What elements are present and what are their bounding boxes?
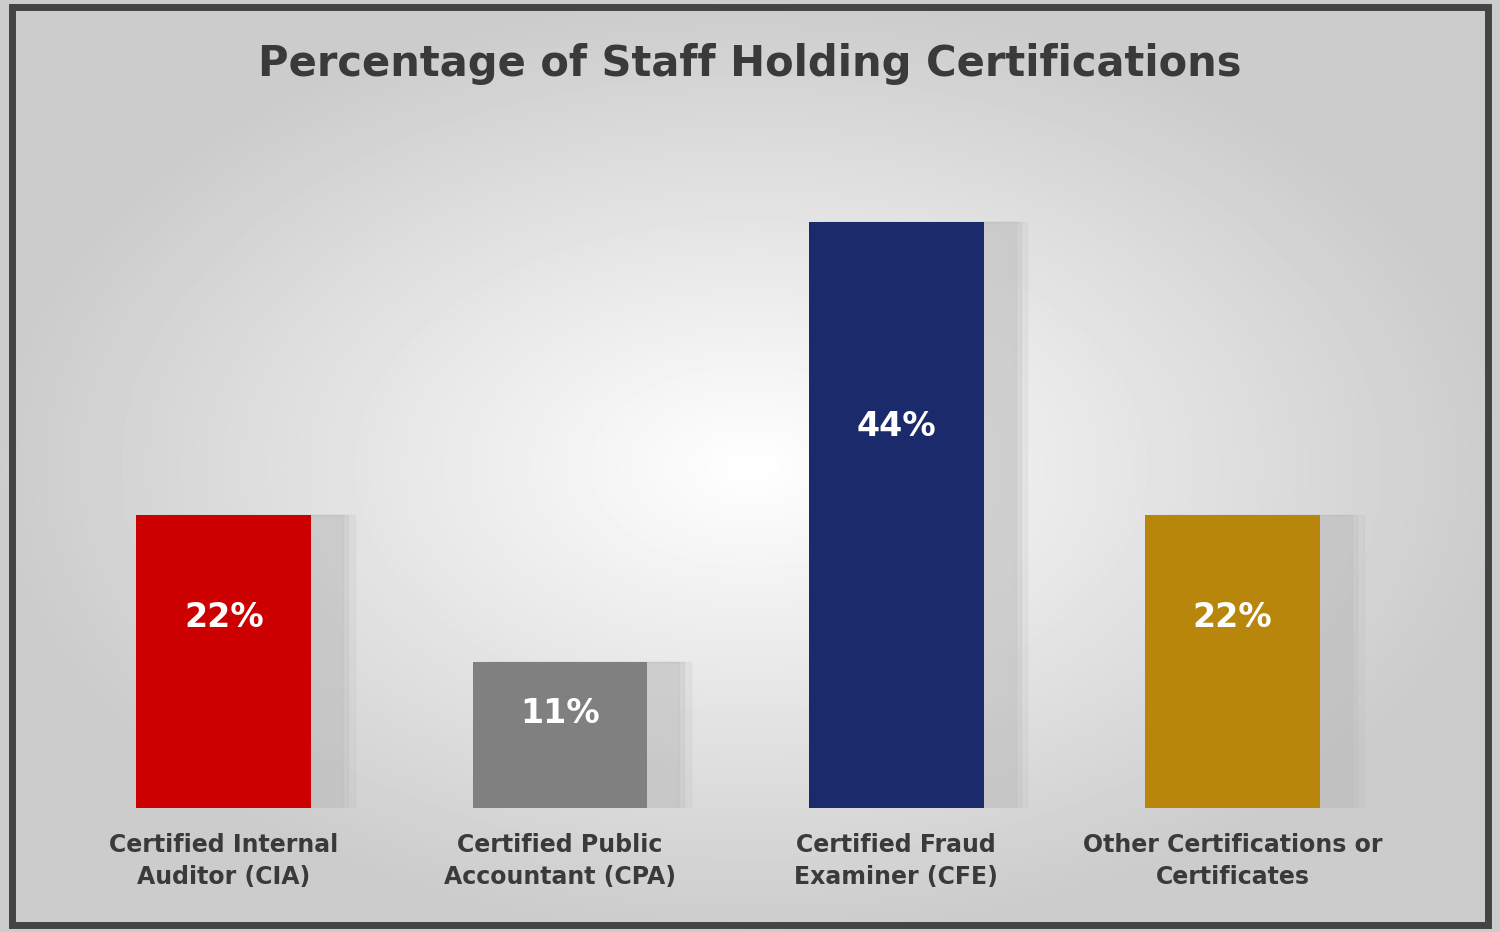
Bar — [1144, 515, 1320, 808]
Bar — [812, 222, 1028, 816]
Text: 44%: 44% — [856, 410, 936, 444]
Title: Percentage of Staff Holding Certifications: Percentage of Staff Holding Certificatio… — [258, 43, 1242, 85]
Bar — [483, 662, 684, 816]
Bar — [472, 662, 648, 808]
Bar — [476, 662, 692, 816]
Bar — [140, 515, 356, 816]
Text: 11%: 11% — [520, 696, 600, 730]
Bar — [136, 515, 310, 808]
Bar — [808, 222, 984, 808]
Bar — [152, 515, 344, 816]
Bar — [1155, 515, 1358, 816]
Bar — [147, 515, 348, 816]
Text: 22%: 22% — [184, 601, 264, 634]
Bar — [1149, 515, 1364, 816]
Bar — [819, 222, 1020, 816]
Bar — [488, 662, 680, 816]
Bar — [824, 222, 1016, 816]
Text: 22%: 22% — [1192, 601, 1272, 634]
Bar — [1160, 515, 1352, 816]
